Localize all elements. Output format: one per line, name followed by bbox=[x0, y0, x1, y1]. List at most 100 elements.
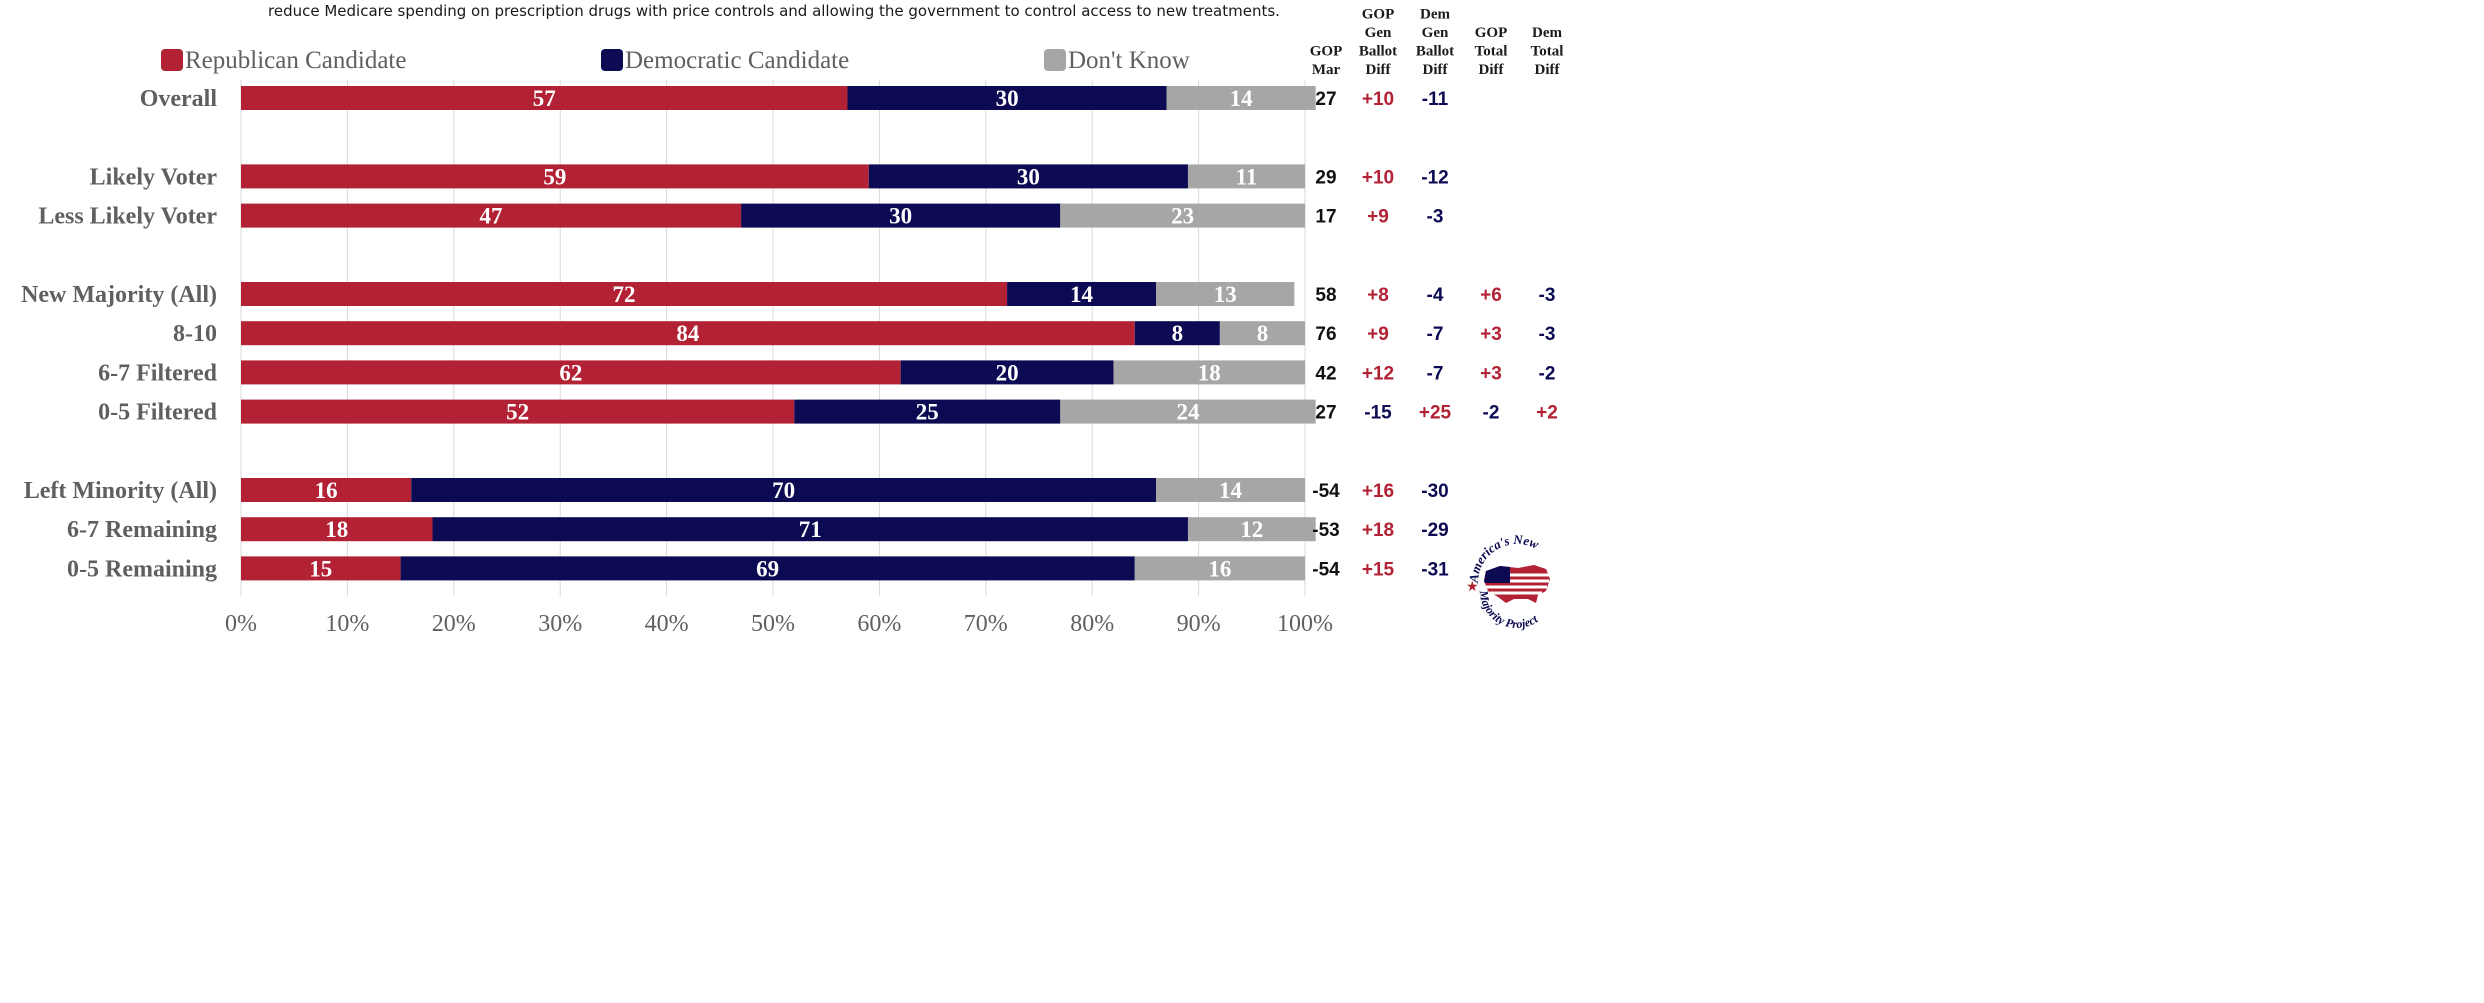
bar-republican-candidate-0-5-filtered bbox=[241, 399, 795, 424]
side-value-dem-gen-ballot-diff: +25 bbox=[1419, 403, 1452, 424]
bar-value-label: 15 bbox=[309, 556, 332, 581]
bar-democratic-candidate-likely-voter bbox=[868, 164, 1188, 189]
stacked-bar-chart: Republican Candidate Democratic Candidate… bbox=[21, 7, 1564, 634]
row-label-6-7-filtered: 6-7 Filtered bbox=[98, 360, 218, 386]
bar-democratic-candidate-6-7-filtered bbox=[900, 360, 1114, 385]
bar-republican-candidate-overall bbox=[241, 86, 848, 110]
side-col-header-2: Diff bbox=[1423, 62, 1449, 78]
side-value-dem-gen-ballot-diff: -11 bbox=[1422, 89, 1449, 110]
side-value-gop-gen-ballot-diff: +10 bbox=[1362, 89, 1394, 110]
bar-don-t-know-0-5-filtered bbox=[1060, 399, 1316, 424]
bar-value-label: 18 bbox=[1198, 360, 1221, 385]
x-tick-label: 50% bbox=[751, 611, 795, 633]
side-col-header-2: Ballot bbox=[1416, 44, 1454, 60]
side-value-dem-gen-ballot-diff: -29 bbox=[1421, 520, 1448, 541]
bar-value-label: 70 bbox=[772, 478, 795, 503]
side-table-headers: GOP Mar GOP Gen Ballot Diff Dem Gen Ballot Diff GO… bbox=[1310, 7, 1564, 79]
bar-don-t-know-6-7-filtered bbox=[1113, 360, 1305, 385]
side-value-gop-gen-ballot-diff: +15 bbox=[1362, 559, 1395, 580]
logo-star-icon: ★ bbox=[1466, 579, 1479, 595]
bar-value-label: 20 bbox=[996, 360, 1019, 385]
side-value-gop-total-diff: +3 bbox=[1480, 363, 1502, 384]
side-value-gop-mar: -54 bbox=[1312, 559, 1340, 580]
bar-value-label: 23 bbox=[1171, 204, 1194, 229]
side-value-gop-gen-ballot-diff: -15 bbox=[1364, 403, 1392, 424]
bar-democratic-candidate-0-5-filtered bbox=[794, 399, 1061, 424]
row-labels: Overall Likely Voter Less Likely Voter New … bbox=[21, 86, 218, 582]
side-value-dem-total-diff: -3 bbox=[1539, 285, 1556, 306]
bar-value-label: 47 bbox=[480, 204, 503, 229]
bar-republican-candidate-less-likely-voter bbox=[241, 203, 742, 228]
bar-value-label: 72 bbox=[613, 282, 636, 307]
bar-value-label: 8 bbox=[1172, 321, 1184, 346]
side-value-gop-mar: -53 bbox=[1312, 520, 1339, 541]
bar-don-t-know-overall bbox=[1166, 86, 1316, 110]
bar-republican-candidate-left-minority-all bbox=[241, 478, 412, 502]
side-col-header-1: Diff bbox=[1366, 62, 1392, 78]
legend-swatch-democratic-candidate bbox=[601, 49, 623, 71]
side-value-gop-mar: 17 bbox=[1315, 207, 1336, 228]
bar-democratic-candidate-0-5-remaining bbox=[400, 556, 1135, 581]
side-value-gop-gen-ballot-diff: +18 bbox=[1362, 520, 1394, 541]
bar-value-label: 24 bbox=[1176, 400, 1200, 425]
side-value-gop-gen-ballot-diff: +10 bbox=[1362, 167, 1394, 188]
side-value-gop-gen-ballot-diff: +8 bbox=[1367, 285, 1389, 306]
side-value-dem-gen-ballot-diff: -30 bbox=[1421, 481, 1448, 502]
side-value-gop-total-diff: -2 bbox=[1483, 403, 1500, 424]
side-col-header-1: Ballot bbox=[1359, 44, 1397, 60]
bar-republican-candidate-0-5-remaining bbox=[241, 556, 401, 581]
side-value-dem-total-diff: -2 bbox=[1539, 363, 1556, 384]
side-value-gop-gen-ballot-diff: +12 bbox=[1362, 363, 1394, 384]
side-value-gop-gen-ballot-diff: +16 bbox=[1362, 481, 1394, 502]
bar-value-label: 57 bbox=[533, 86, 556, 111]
bar-value-label: 71 bbox=[799, 517, 822, 542]
side-col-header-3: Total bbox=[1475, 44, 1508, 60]
side-value-gop-gen-ballot-diff: +9 bbox=[1367, 207, 1389, 228]
row-label-6-7-remaining: 6-7 Remaining bbox=[67, 517, 217, 543]
bar-democratic-candidate-new-majority-all bbox=[1007, 282, 1157, 306]
bar-republican-candidate-likely-voter bbox=[241, 164, 869, 189]
side-col-header-4: Dem bbox=[1532, 25, 1562, 41]
x-tick-label: 70% bbox=[964, 611, 1008, 633]
bar-don-t-know-left-minority-all bbox=[1156, 478, 1305, 502]
side-col-header-4: Diff bbox=[1535, 62, 1561, 78]
x-tick-label: 80% bbox=[1070, 611, 1114, 633]
bar-value-label: 16 bbox=[315, 478, 338, 503]
side-value-dem-gen-ballot-diff: -3 bbox=[1427, 207, 1444, 228]
bar-value-label: 25 bbox=[916, 400, 939, 425]
bar-value-label: 11 bbox=[1236, 164, 1258, 189]
bar-don-t-know-less-likely-voter bbox=[1060, 203, 1305, 228]
x-tick-label: 40% bbox=[645, 611, 689, 633]
side-col-header-3: GOP bbox=[1475, 25, 1508, 41]
side-col-header-1: GOP bbox=[1362, 7, 1395, 23]
side-col-header-4: Total bbox=[1531, 44, 1564, 60]
bar-democratic-candidate-less-likely-voter bbox=[741, 203, 1061, 228]
bar-value-label: 52 bbox=[506, 400, 529, 425]
legend-label-don-t-know: Don't Know bbox=[1068, 47, 1190, 74]
side-value-dem-gen-ballot-diff: -7 bbox=[1427, 363, 1444, 384]
legend: Republican Candidate Democratic Candidate… bbox=[161, 47, 1190, 74]
side-value-dem-total-diff: -3 bbox=[1539, 324, 1556, 345]
bar-democratic-candidate-left-minority-all bbox=[411, 478, 1157, 502]
bar-value-label: 69 bbox=[756, 556, 779, 581]
bar-value-label: 13 bbox=[1214, 282, 1237, 307]
x-tick-label: 90% bbox=[1177, 611, 1221, 633]
row-label-8-10: 8-10 bbox=[173, 321, 217, 347]
bar-value-label: 30 bbox=[889, 204, 912, 229]
legend-label-republican-candidate: Republican Candidate bbox=[185, 47, 406, 74]
side-value-gop-mar: 27 bbox=[1315, 89, 1336, 110]
x-tick-label: 0% bbox=[225, 611, 257, 633]
bar-value-label: 30 bbox=[1017, 164, 1040, 189]
bar-democratic-candidate-6-7-remaining bbox=[432, 517, 1188, 542]
bar-value-label: 8 bbox=[1257, 321, 1269, 346]
x-axis-ticks: 0% 10% 20% 30% 40% 50% 60% 70% 80% 90% 100% bbox=[225, 611, 1333, 633]
bar-value-label: 14 bbox=[1230, 86, 1254, 111]
side-col-header-2: Gen bbox=[1422, 25, 1449, 41]
side-value-dem-gen-ballot-diff: -7 bbox=[1427, 324, 1444, 345]
bar-value-label: 30 bbox=[996, 86, 1019, 111]
side-value-gop-mar: 58 bbox=[1315, 285, 1336, 306]
row-label-0-5-filtered: 0-5 Filtered bbox=[98, 400, 218, 426]
row-label-likely-voter: Likely Voter bbox=[90, 164, 218, 190]
bar-value-label: 84 bbox=[676, 321, 700, 346]
header-note: reduce Medicare spending on prescription… bbox=[268, 2, 1280, 20]
